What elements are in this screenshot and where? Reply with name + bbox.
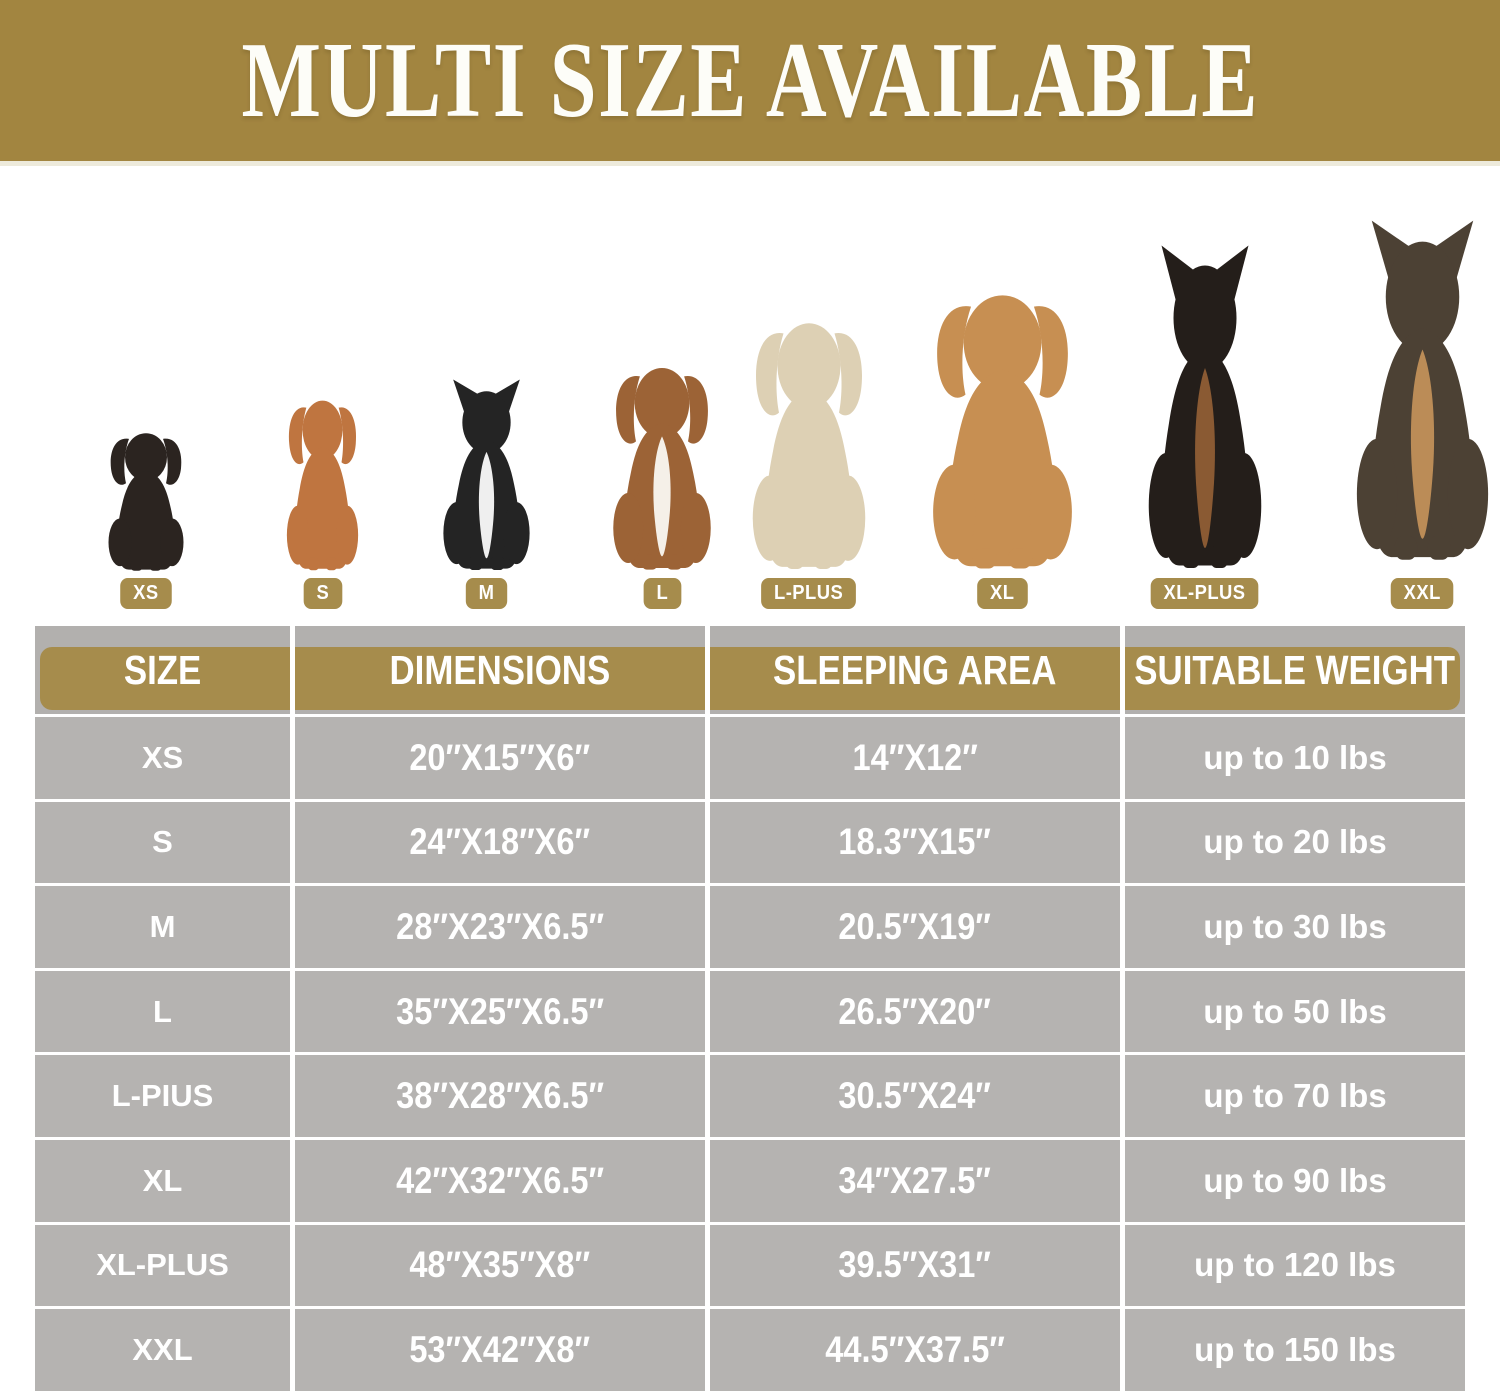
cell-suitable-weight: up to 30 lbs (1120, 886, 1465, 968)
cell-sleeping-area: 30.5″X24″ (705, 1055, 1120, 1137)
dog-figure-xl-plus: XL-PLUS (1130, 243, 1280, 624)
dachshund-photo (96, 423, 196, 573)
cell-size: L (35, 970, 290, 1053)
size-badge-l-plus: L-PLUS (761, 578, 857, 609)
column-header-size: SIZE (123, 646, 202, 693)
dog-figure-xs: XS (96, 423, 196, 624)
cell-dimensions: 20″X15″X6″ (290, 717, 705, 799)
cell-size: XL-PLUS (35, 1224, 290, 1307)
cell-size: XL (35, 1139, 290, 1222)
cell-sleeping-area: 44.5″X37.5″ (705, 1309, 1120, 1391)
cell-suitable-weight: up to 20 lbs (1120, 801, 1465, 884)
column-header-dimensions: DIMENSIONS (290, 626, 705, 714)
toy-poodle-photo (275, 388, 370, 573)
cell-size: M (35, 886, 290, 968)
cell-dimensions: 28″X23″X6.5″ (290, 886, 705, 968)
table-row-xl: XL 42″X32″X6.5″ 34″X27.5″ up to 90 lbs (35, 1136, 1465, 1222)
cell-size: S (35, 801, 290, 884)
cell-size: XXL (35, 1309, 290, 1391)
dog-figure-s: S (275, 388, 370, 624)
size-badge-xxl: XXL (1391, 578, 1454, 609)
cell-suitable-weight: up to 120 lbs (1120, 1224, 1465, 1307)
cell-dimensions: 48″X35″X8″ (290, 1224, 705, 1307)
dog-figure-xxl: XXL (1335, 218, 1500, 624)
golden-retriever-photo (910, 275, 1095, 573)
size-badge-xl: XL (977, 578, 1028, 609)
cell-size: XS (35, 717, 290, 799)
cell-suitable-weight: up to 70 lbs (1120, 1055, 1465, 1137)
table-row-s: S 24″X18″X6″ 18.3″X15″ up to 20 lbs (35, 798, 1465, 884)
table-row-m: M 28″X23″X6.5″ 20.5″X19″ up to 30 lbs (35, 883, 1465, 968)
cell-suitable-weight: up to 150 lbs (1120, 1309, 1465, 1391)
dog-figure-m: M (429, 378, 544, 624)
size-badge-xl-plus: XL-PLUS (1151, 578, 1259, 609)
size-badge-s: S (303, 578, 342, 609)
cell-dimensions: 38″X28″X6.5″ (290, 1055, 705, 1137)
size-badge-m: M (465, 578, 508, 609)
cell-suitable-weight: up to 90 lbs (1120, 1139, 1465, 1222)
cell-sleeping-area: 20.5″X19″ (705, 886, 1120, 968)
cell-size: L-PIUS (35, 1055, 290, 1137)
table-row-l-plus: L-PIUS 38″X28″X6.5″ 30.5″X24″ up to 70 l… (35, 1052, 1465, 1137)
cell-dimensions: 24″X18″X6″ (290, 801, 705, 884)
table-row-xl-plus: XL-PLUS 48″X35″X8″ 39.5″X31″ up to 120 l… (35, 1221, 1465, 1307)
dog-figure-l-plus: L-PLUS (734, 305, 884, 624)
dog-size-lineup: XS S M L L-PLUS XL XL-PLUS XXL (0, 166, 1500, 624)
german-shepherd-photo (1335, 218, 1500, 565)
cell-dimensions: 42″X32″X6.5″ (290, 1139, 705, 1222)
cell-sleeping-area: 26.5″X20″ (705, 970, 1120, 1053)
doberman-photo (1130, 243, 1280, 573)
page-title: MULTI SIZE AVAILABLE (241, 20, 1259, 140)
french-bulldog-photo (429, 378, 544, 573)
dog-figure-xl: XL (910, 275, 1095, 624)
beagle-photo (597, 353, 727, 573)
table-row-l: L 35″X25″X6.5″ 26.5″X20″ up to 50 lbs (35, 967, 1465, 1053)
cell-suitable-weight: up to 50 lbs (1120, 970, 1465, 1053)
cell-dimensions: 35″X25″X6.5″ (290, 970, 705, 1053)
cell-sleeping-area: 34″X27.5″ (705, 1139, 1120, 1222)
cream-golden-retriever-photo (734, 305, 884, 573)
table-header-row: SIZE DIMENSIONS SLEEPING AREA SUITABLE W… (35, 626, 1465, 714)
size-badge-l: L (643, 578, 681, 609)
column-header-sleeping-area: SLEEPING AREA (705, 626, 1120, 714)
title-banner: MULTI SIZE AVAILABLE (0, 0, 1500, 166)
dog-figure-l: L (597, 353, 727, 624)
size-table: SIZE DIMENSIONS SLEEPING AREA SUITABLE W… (35, 626, 1465, 1391)
cell-sleeping-area: 18.3″X15″ (705, 801, 1120, 884)
column-header-suitable-weight: SUITABLE WEIGHT (1120, 626, 1465, 714)
size-badge-xs: XS (120, 578, 172, 609)
cell-dimensions: 53″X42″X8″ (290, 1309, 705, 1391)
cell-sleeping-area: 39.5″X31″ (705, 1224, 1120, 1307)
table-row-xxl: XXL 53″X42″X8″ 44.5″X37.5″ up to 150 lbs (35, 1306, 1465, 1391)
cell-sleeping-area: 14″X12″ (705, 717, 1120, 799)
table-row-xs: XS 20″X15″X6″ 14″X12″ up to 10 lbs (35, 714, 1465, 799)
cell-suitable-weight: up to 10 lbs (1120, 717, 1465, 799)
table-header-background (40, 647, 1460, 710)
